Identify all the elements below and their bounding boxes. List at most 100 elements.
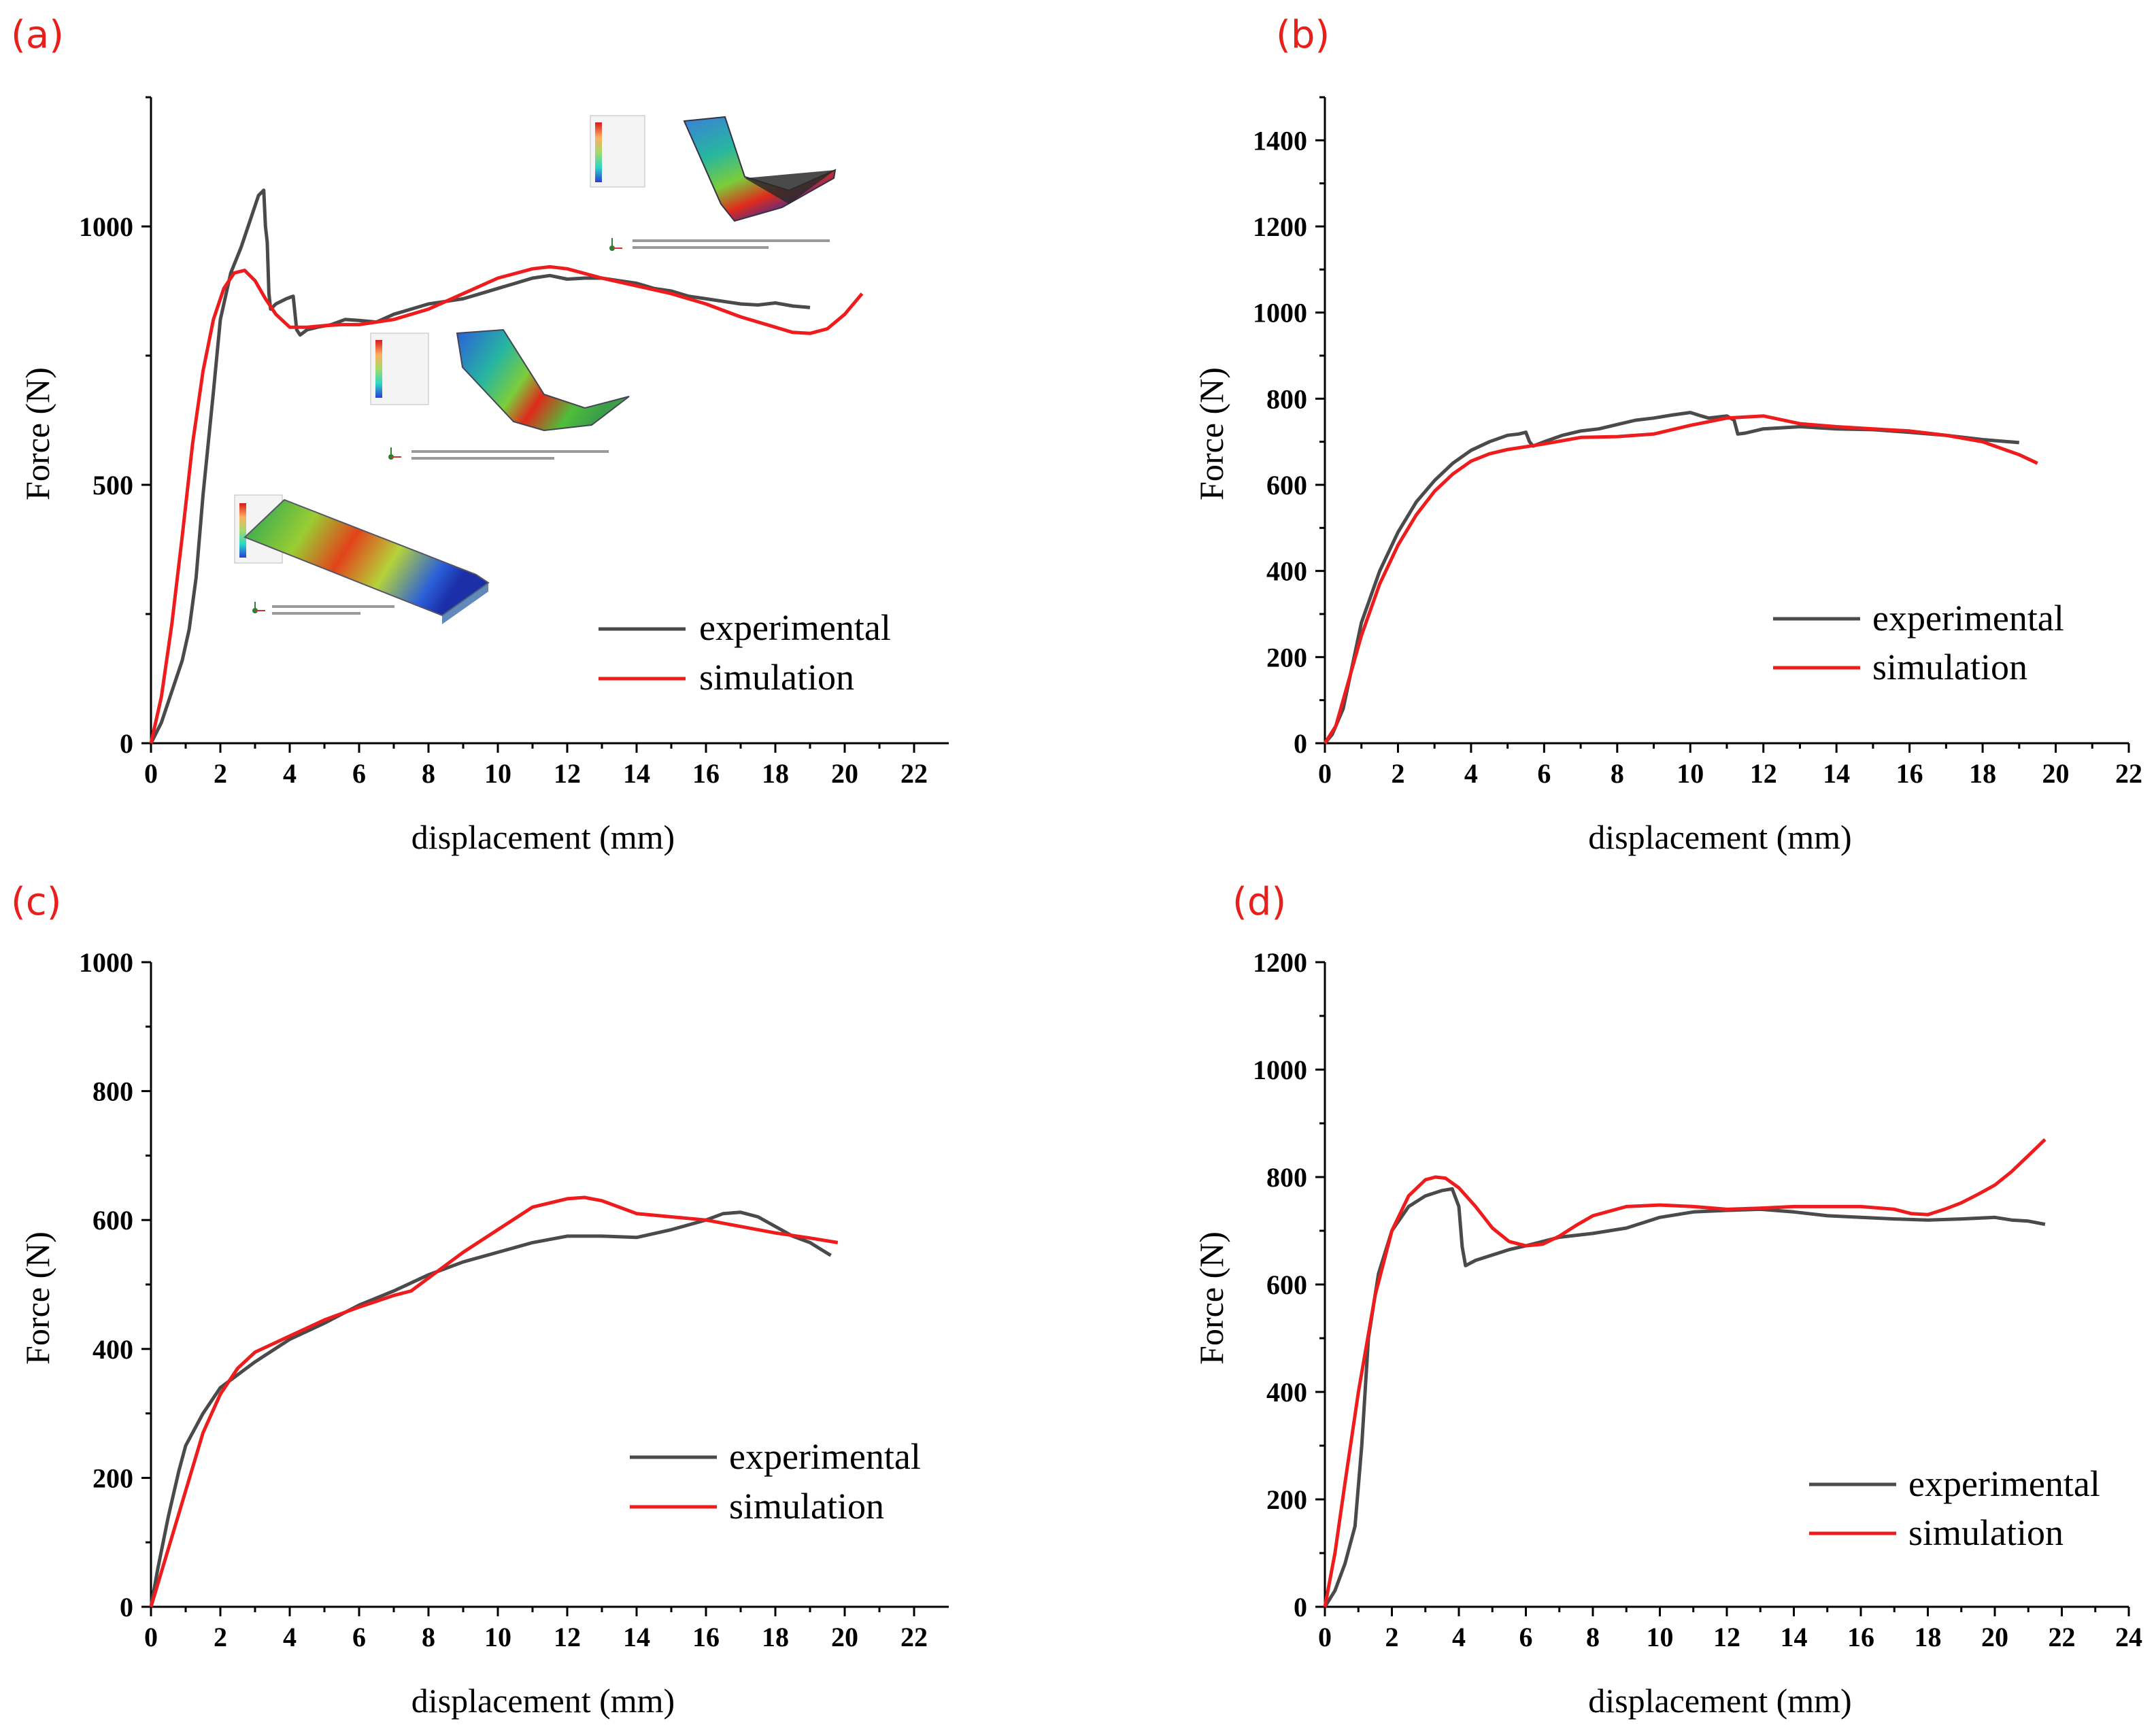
x-tick-label: 20	[2042, 758, 2070, 789]
y-tick-label: 1000	[1253, 1055, 1307, 1085]
x-tick-label: 12	[1713, 1622, 1740, 1652]
y-tick-label: 600	[92, 1205, 133, 1236]
series-line-simulation	[149, 265, 864, 744]
x-tick-label: 16	[1847, 1622, 1874, 1652]
x-tick-label: 4	[283, 758, 297, 789]
chart-panel-d: (d) 0 2 4 6 8 10 12 14 16 18 20 22 24020040060080010…	[1192, 880, 2142, 1720]
legend-label-simulation: simulation	[699, 657, 854, 698]
x-tick-label: 12	[554, 1622, 581, 1652]
x-tick-label: 20	[831, 758, 858, 789]
panel-label-b: (b)	[1276, 13, 1330, 57]
x-tick-label: 20	[1981, 1622, 2008, 1652]
legend-label-experimental: experimental	[729, 1436, 921, 1477]
y-tick-label: 600	[1266, 470, 1307, 500]
x-tick-label: 22	[900, 758, 928, 789]
series-line-simulation	[1323, 414, 2038, 745]
y-tick-label: 800	[1266, 384, 1307, 414]
chart-panel-b: (b) 0 2 4 6 8 10 12 14 16 18 20 22 0 200 400 600 800 1000…	[1192, 13, 2142, 856]
fem-contour-full-bend	[590, 115, 837, 251]
x-tick-label: 18	[1969, 758, 1996, 789]
x-tick-label: 10	[1677, 758, 1704, 789]
x-tick-label: 6	[352, 758, 366, 789]
x-tick-label: 6	[352, 1622, 366, 1652]
x-tick-label: 8	[422, 758, 435, 789]
y-tick-label: 1000	[79, 211, 133, 242]
legend-label-experimental: experimental	[1872, 598, 2064, 639]
y-axis-title: Force (N)	[1192, 1231, 1230, 1365]
series-line-experimental	[1324, 411, 2020, 745]
series-line-simulation	[149, 1195, 839, 1607]
y-tick-label: 200	[1266, 642, 1307, 673]
y-axis-title: Force (N)	[1192, 367, 1230, 500]
series-line-simulation	[1323, 1138, 2046, 1607]
y-tick-label: 1400	[1253, 125, 1307, 156]
x-tick-label: 0	[144, 1622, 158, 1652]
x-tick-label: 10	[484, 1622, 511, 1652]
x-tick-label: 8	[1611, 758, 1624, 789]
legend-label-experimental: experimental	[699, 607, 891, 648]
y-tick-label: 1200	[1253, 211, 1307, 242]
y-tick-label: 0	[1294, 1592, 1307, 1622]
x-tick-label: 12	[554, 758, 581, 789]
x-tick-label: 14	[1823, 758, 1850, 789]
y-axis-title: Force (N)	[18, 1231, 56, 1365]
y-tick-label: 200	[92, 1463, 133, 1493]
legend-label-simulation: simulation	[1908, 1512, 2064, 1553]
x-tick-label: 24	[2115, 1622, 2142, 1652]
y-tick-label: 0	[120, 1592, 133, 1622]
y-tick-label: 1200	[1253, 947, 1307, 978]
x-tick-label: 10	[484, 758, 511, 789]
panel-label-c: (c)	[11, 880, 61, 924]
x-tick-label: 18	[762, 758, 789, 789]
chart-panel-c: (c) 0 2 4 6 8 10 12 14 16 18 20 22 0 200 400 600 800 1000…	[11, 880, 949, 1720]
x-tick-label: 18	[762, 1622, 789, 1652]
x-tick-label: 14	[623, 758, 650, 789]
x-tick-label: 20	[831, 1622, 858, 1652]
y-tick-label: 200	[1266, 1484, 1307, 1515]
x-tick-label: 2	[1391, 758, 1404, 789]
x-tick-label: 0	[1318, 758, 1332, 789]
x-axis-title: displacement (mm)	[1588, 818, 1851, 856]
y-axis-title: Force (N)	[18, 367, 56, 500]
x-tick-label: 16	[692, 1622, 720, 1652]
x-tick-label: 0	[1318, 1622, 1332, 1652]
x-tick-label: 6	[1537, 758, 1551, 789]
y-tick-label: 400	[1266, 556, 1307, 587]
x-tick-label: 16	[1896, 758, 1923, 789]
y-tick-label: 1000	[79, 947, 133, 978]
legend-label-simulation: simulation	[1872, 647, 2027, 687]
x-tick-label: 2	[214, 1622, 227, 1652]
y-tick-label: 0	[1294, 728, 1307, 759]
x-tick-label: 22	[2049, 1622, 2076, 1652]
y-tick-label: 0	[120, 728, 133, 759]
x-tick-label: 18	[1915, 1622, 1942, 1652]
x-tick-label: 8	[1586, 1622, 1600, 1652]
x-tick-label: 2	[214, 758, 227, 789]
fem-contour-mid-bend	[370, 328, 630, 460]
x-tick-label: 4	[1464, 758, 1478, 789]
legend-label-simulation: simulation	[729, 1486, 884, 1527]
x-tick-label: 10	[1647, 1622, 1674, 1652]
x-tick-label: 16	[692, 758, 720, 789]
y-tick-label: 400	[92, 1334, 133, 1365]
x-axis-title: displacement (mm)	[411, 818, 675, 856]
y-tick-label: 1000	[1253, 298, 1307, 328]
x-tick-label: 0	[144, 758, 158, 789]
x-tick-label: 14	[623, 1622, 650, 1652]
x-tick-label: 22	[900, 1622, 928, 1652]
series-line-experimental	[149, 1210, 832, 1607]
x-axis-title: displacement (mm)	[1588, 1682, 1851, 1720]
fem-contour-flat-plate	[234, 494, 490, 624]
x-tick-label: 14	[1781, 1622, 1808, 1652]
x-tick-label: 2	[1385, 1622, 1399, 1652]
legend-label-experimental: experimental	[1908, 1463, 2100, 1504]
x-tick-label: 12	[1750, 758, 1777, 789]
x-tick-label: 6	[1519, 1622, 1533, 1652]
x-tick-label: 4	[283, 1622, 297, 1652]
chart-panel-a: (a) 0 2 4 6 8 10 12 14 16 18 20 22 0 500 1000 displacem…	[11, 13, 949, 856]
panel-label-d: (d)	[1232, 880, 1286, 924]
x-tick-label: 4	[1452, 1622, 1466, 1652]
y-tick-label: 800	[1266, 1162, 1307, 1193]
panel-label-a: (a)	[11, 13, 64, 57]
